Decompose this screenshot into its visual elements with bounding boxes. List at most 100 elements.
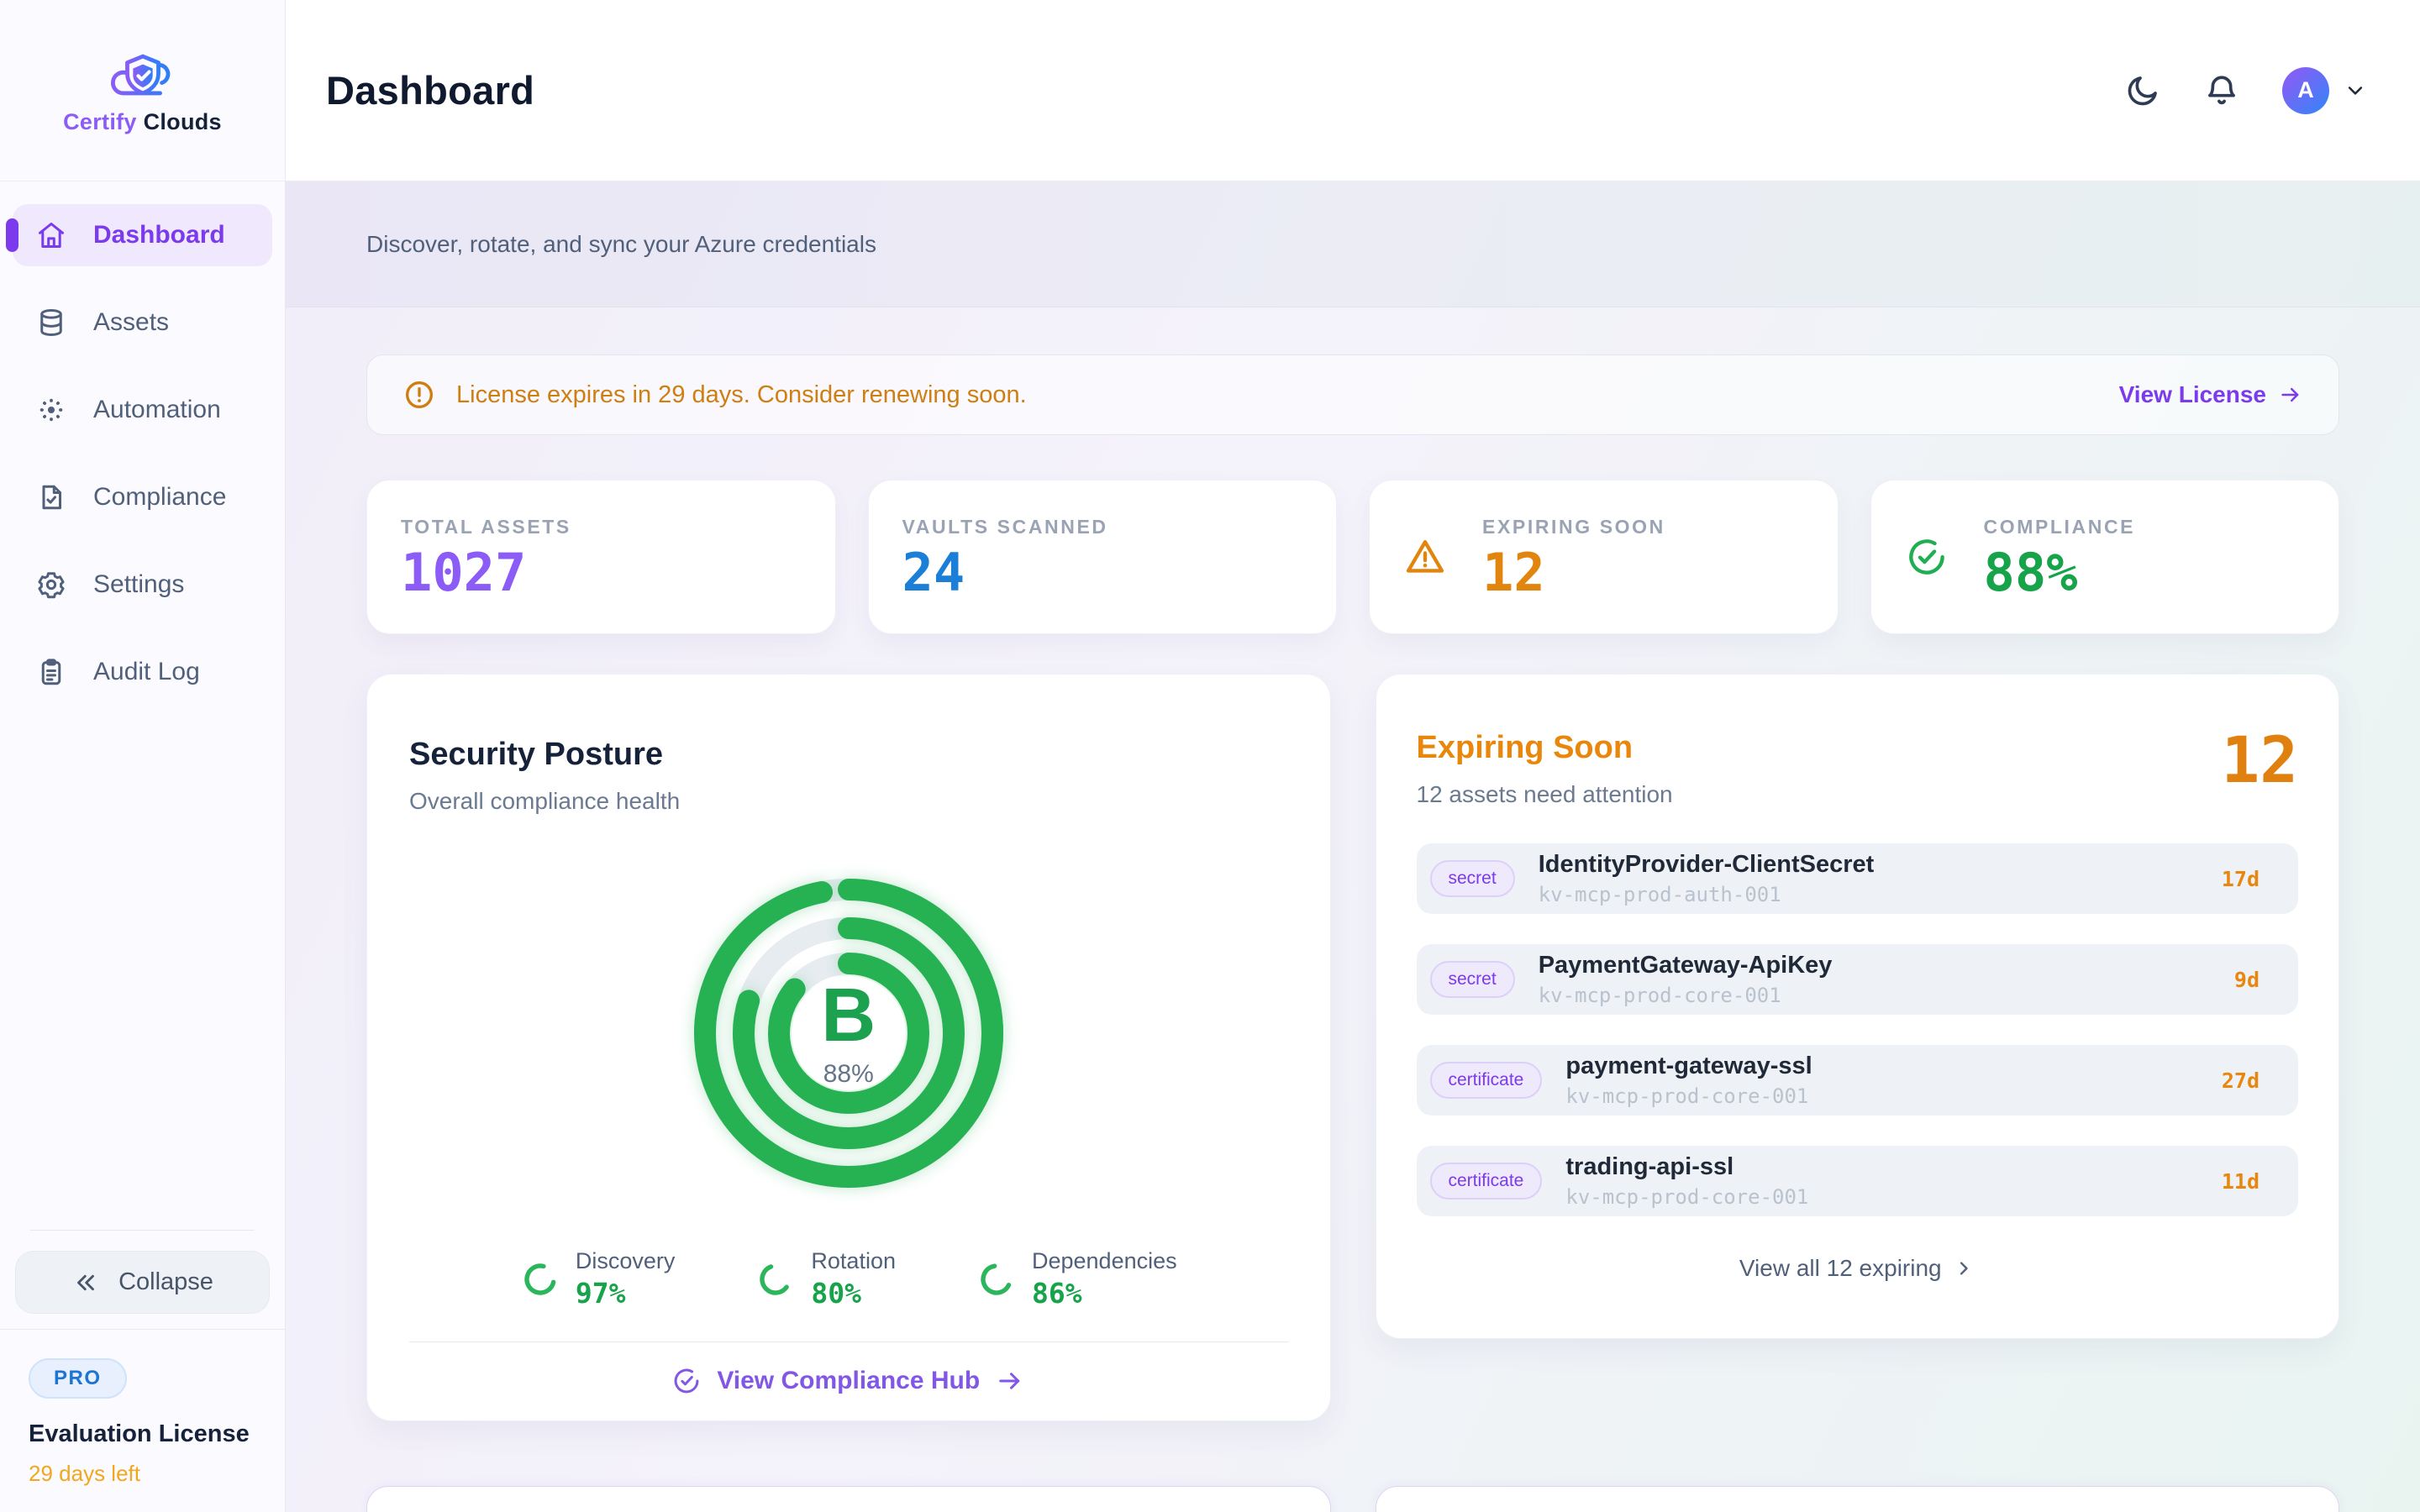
file-check-icon xyxy=(42,485,61,510)
collapse-sidebar-button[interactable]: Collapse xyxy=(15,1251,270,1314)
main-scroll-area: Discover, rotate, and sync your Azure cr… xyxy=(286,181,2420,1512)
moon-icon xyxy=(2128,76,2157,105)
days-remaining: 27d xyxy=(2221,1068,2260,1093)
asset-vault: kv-mcp-prod-core-001 xyxy=(1565,1084,1809,1108)
gauge-center-labels: B 88% xyxy=(664,848,1034,1218)
badge-check-icon xyxy=(674,1369,699,1394)
sidebar: Certify Clouds Dashboard Assets Automati… xyxy=(0,0,286,1512)
stat-value: 88% xyxy=(1983,541,2078,603)
stat-card-vaults-scanned: VAULTS SCANNED 24 xyxy=(867,480,1337,634)
asset-type-badge: certificate xyxy=(1429,1163,1543,1200)
license-box: PRO Evaluation License 29 days left xyxy=(0,1329,285,1512)
sidebar-item-audit-log[interactable]: Audit Log xyxy=(13,641,272,703)
expiring-title: Expiring Soon xyxy=(1416,730,1634,765)
user-menu[interactable]: A xyxy=(2282,66,2368,114)
dashboard-cards: Security Posture Overall compliance heal… xyxy=(366,674,2339,1421)
chevron-down-icon xyxy=(2348,86,2363,95)
brand-logo: Certify Clouds xyxy=(0,0,285,181)
asset-type-badge: secret xyxy=(1429,860,1515,897)
page-title: Dashboard xyxy=(326,68,535,113)
metric-value: 80% xyxy=(811,1277,862,1310)
sidebar-item-compliance[interactable]: Compliance xyxy=(13,466,272,528)
bell-icon xyxy=(2208,75,2235,104)
security-posture-title: Security Posture xyxy=(409,737,663,772)
metric-rotation: Rotation 80% xyxy=(755,1248,896,1310)
expiring-row[interactable]: certificate trading-api-ssl kv-mcp-prod-… xyxy=(1416,1146,2298,1216)
expiring-subtitle: 12 assets need attention xyxy=(1416,781,1673,807)
view-license-label: View License xyxy=(2118,381,2266,407)
expiring-soon-card: Expiring Soon 12 assets need attention 1… xyxy=(1375,674,2339,1339)
stat-label: EXPIRING SOON xyxy=(1482,515,1665,538)
brand-name-primary: Certify xyxy=(63,109,137,134)
progress-arc-icon xyxy=(524,1263,556,1295)
asset-type-badge: certificate xyxy=(1429,1062,1543,1099)
arrow-right-icon xyxy=(2281,387,2299,402)
topbar-actions: A xyxy=(2124,66,2368,114)
expiring-row[interactable]: certificate payment-gateway-ssl kv-mcp-p… xyxy=(1416,1045,2298,1116)
view-license-link[interactable]: View License xyxy=(2119,381,2303,408)
metric-label: Dependencies xyxy=(1031,1248,1177,1273)
stat-label: TOTAL ASSETS xyxy=(401,515,571,538)
stat-label: COMPLIANCE xyxy=(1983,515,2136,538)
clipboard-icon xyxy=(41,659,61,685)
asset-name: payment-gateway-ssl xyxy=(1565,1053,1812,1079)
content-column: Dashboard A Discover, rotate, and sync xyxy=(286,0,2420,1512)
sidebar-item-dashboard[interactable]: Dashboard xyxy=(6,204,272,266)
brand-name-secondary: Clouds xyxy=(143,109,222,134)
below-fold-cards xyxy=(366,1486,2339,1512)
expiring-row[interactable]: secret IdentityProvider-ClientSecret kv-… xyxy=(1416,843,2298,914)
sidebar-item-label: Automation xyxy=(93,396,221,423)
view-all-expiring-link[interactable]: View all 12 expiring xyxy=(1417,1255,2299,1282)
posture-metrics: Discovery 97% Rotation 80% xyxy=(409,1248,1288,1310)
expiring-row[interactable]: secret PaymentGateway-ApiKey kv-mcp-prod… xyxy=(1416,944,2298,1015)
stat-cards: TOTAL ASSETS 1027 VAULTS SCANNED 24 E xyxy=(366,480,2339,634)
top-bar: Dashboard A xyxy=(286,0,2420,181)
hub-link-label: View Compliance Hub xyxy=(717,1367,981,1395)
asset-vault: kv-mcp-prod-auth-001 xyxy=(1538,883,1781,906)
sidebar-item-settings[interactable]: Settings xyxy=(13,554,272,616)
sidebar-item-label: Dashboard xyxy=(93,221,225,249)
expiring-header: Expiring Soon 12 assets need attention 1… xyxy=(1416,727,2299,808)
arrow-right-icon xyxy=(999,1373,1020,1390)
progress-arc-icon xyxy=(760,1263,792,1295)
metric-dependencies: Dependencies 86% xyxy=(976,1248,1177,1310)
stat-card-compliance: COMPLIANCE 88% xyxy=(1870,480,2339,634)
notifications-button[interactable] xyxy=(2203,72,2240,109)
asset-vault: kv-mcp-prod-core-001 xyxy=(1538,984,1781,1007)
shield-cloud-logo-icon xyxy=(110,54,170,96)
asset-name: PaymentGateway-ApiKey xyxy=(1538,952,1833,979)
license-name: Evaluation License xyxy=(29,1420,250,1447)
asset-type-badge: secret xyxy=(1429,961,1515,998)
double-chevron-left-icon xyxy=(77,1274,94,1290)
dark-mode-toggle[interactable] xyxy=(2124,72,2161,109)
warning-triangle-icon xyxy=(1403,535,1447,579)
license-remaining: 29 days left xyxy=(29,1461,140,1486)
chevron-right-icon xyxy=(1960,1262,1968,1275)
gear-icon xyxy=(38,572,65,599)
alert-circle-icon xyxy=(402,378,436,412)
pro-badge: PRO xyxy=(29,1358,127,1399)
hero-tagline: Discover, rotate, and sync your Azure cr… xyxy=(366,230,876,257)
metric-label: Discovery xyxy=(575,1248,676,1273)
check-circle-icon xyxy=(1905,535,1949,579)
sidebar-nav: Dashboard Assets Automation Compliance S… xyxy=(0,181,285,703)
security-posture-card: Security Posture Overall compliance heal… xyxy=(366,674,1331,1421)
sidebar-spacer xyxy=(0,703,285,1230)
metric-value: 97% xyxy=(575,1277,626,1310)
asset-name: trading-api-ssl xyxy=(1565,1153,1734,1180)
view-compliance-hub-link[interactable]: View Compliance Hub xyxy=(409,1342,1288,1420)
avatar[interactable]: A xyxy=(2282,66,2329,114)
compliance-gauge: B 88% xyxy=(664,848,1034,1218)
sidebar-item-assets[interactable]: Assets xyxy=(13,291,272,354)
security-grade: B xyxy=(821,974,876,1058)
sun-sparkle-icon xyxy=(39,398,63,422)
active-indicator xyxy=(6,218,18,252)
sidebar-item-automation[interactable]: Automation xyxy=(13,379,272,441)
asset-vault: kv-mcp-prod-core-001 xyxy=(1565,1185,1809,1209)
metric-discovery: Discovery 97% xyxy=(520,1248,676,1310)
days-remaining: 17d xyxy=(2221,866,2260,891)
user-menu-toggle[interactable] xyxy=(2343,78,2368,103)
database-icon xyxy=(40,308,62,337)
asset-name: IdentityProvider-ClientSecret xyxy=(1538,851,1875,878)
